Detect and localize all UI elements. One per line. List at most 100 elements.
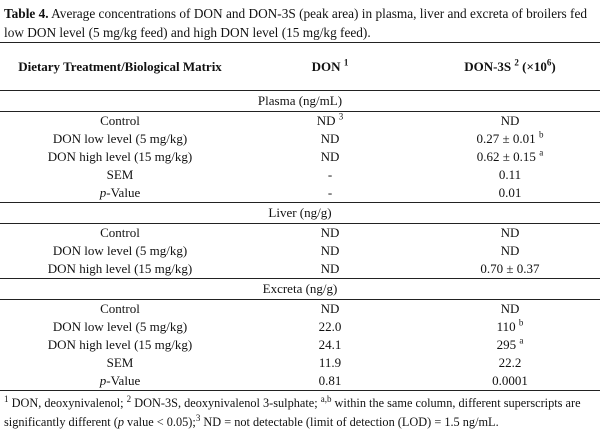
data-row: SEM 11.9 22.2 (0, 354, 600, 372)
data-row: Control ND ND (0, 224, 600, 243)
text: DON low level (5 mg/kg) (52, 243, 188, 258)
text: value < 0.05); (123, 415, 196, 429)
superscript: b (538, 129, 544, 140)
text: (×10 (518, 59, 547, 74)
caption-text: Average concentrations of DON and DON-3S… (4, 6, 588, 40)
section-row: Plasma (ng/mL) (0, 90, 600, 112)
header-cell: DON 1 (240, 42, 420, 91)
cell: 22.0 (240, 318, 420, 336)
superscript: 2 (126, 393, 132, 404)
footnote: 1 DON, deoxynivalenol; 2 DON-3S, deoxyni… (0, 391, 600, 432)
superscript: b (518, 317, 524, 328)
text: 0.11 (498, 167, 522, 182)
text: 11.9 (318, 355, 342, 370)
superscript: 1 (343, 57, 349, 68)
cell: 110 b (420, 318, 600, 336)
text: ND (320, 131, 340, 146)
text: 110 (496, 319, 519, 334)
cell: 0.70 ± 0.37 (420, 260, 600, 279)
table: Dietary Treatment/Biological Matrix DON 1… (0, 42, 600, 391)
data-row: Control ND ND (0, 300, 600, 319)
data-row: SEM - 0.11 (0, 166, 600, 184)
text: SEM (106, 355, 134, 370)
italic: p (99, 373, 107, 388)
text: 22.0 (318, 319, 342, 334)
cell: DON low level (5 mg/kg) (0, 318, 240, 336)
text: DON-3S, deoxynivalenol 3-sulphate; (131, 396, 321, 410)
superscript: 2 (514, 57, 519, 68)
header-cell: DON-3S 2 (×106) (420, 42, 600, 91)
data-row: p-Value - 0.01 (0, 184, 600, 203)
text: 0.81 (318, 373, 342, 388)
data-row: DON low level (5 mg/kg) ND ND (0, 242, 600, 260)
text: 24.1 (318, 337, 342, 352)
cell: 0.01 (420, 184, 600, 203)
cell: 22.2 (420, 354, 600, 372)
section-title: Liver (ng/g) (0, 202, 600, 224)
superscript: a (539, 147, 544, 158)
cell: DON high level (15 mg/kg) (0, 260, 240, 279)
text: ND (500, 243, 520, 258)
text: ND (500, 113, 520, 128)
cell: ND (240, 300, 420, 319)
cell: Control (0, 112, 240, 131)
text: 0.0001 (492, 373, 528, 388)
text: 0.27 ± 0.01 (476, 131, 539, 146)
cell: DON high level (15 mg/kg) (0, 336, 240, 354)
cell: ND (420, 224, 600, 243)
cell: p-Value (0, 184, 240, 203)
text: ND (320, 243, 340, 258)
text: ND (500, 225, 520, 240)
cell: ND (420, 300, 600, 319)
text: ND (316, 113, 339, 128)
text: Control (100, 113, 140, 128)
superscript: 3 (338, 111, 344, 122)
text: - (327, 167, 333, 182)
cell: Control (0, 300, 240, 319)
text: ND (320, 261, 340, 276)
cell: 0.81 (240, 372, 420, 391)
text: DON low level (5 mg/kg) (52, 131, 188, 146)
header-row: Dietary Treatment/Biological Matrix DON 1… (0, 42, 600, 91)
cell: DON low level (5 mg/kg) (0, 242, 240, 260)
cell: ND (240, 130, 420, 148)
cell: DON low level (5 mg/kg) (0, 130, 240, 148)
text: Control (100, 301, 140, 316)
section-row: Excreta (ng/g) (0, 278, 600, 300)
text: ND (500, 301, 520, 316)
superscript: 3 (195, 412, 201, 423)
cell: 0.27 ± 0.01 b (420, 130, 600, 148)
cell: ND (240, 224, 420, 243)
text: -Value (106, 185, 141, 200)
text: DON low level (5 mg/kg) (52, 319, 188, 334)
cell: 24.1 (240, 336, 420, 354)
cell: ND (240, 242, 420, 260)
text: DON (311, 59, 344, 74)
cell: 0.11 (420, 166, 600, 184)
superscript: a (519, 335, 524, 346)
text: 0.01 (498, 185, 522, 200)
text: DON high level (15 mg/kg) (47, 261, 193, 276)
cell: - (240, 184, 420, 203)
caption-label: Table 4. (4, 6, 49, 21)
caption: Table 4. Average concentrations of DON a… (0, 0, 600, 40)
section-title: Excreta (ng/g) (0, 278, 600, 300)
text: 295 (496, 337, 520, 352)
text: ND (320, 301, 340, 316)
data-row: DON high level (15 mg/kg) 24.1 295 a (0, 336, 600, 354)
text: DON high level (15 mg/kg) (47, 337, 193, 352)
cell: ND 3 (240, 112, 420, 131)
cell: 0.0001 (420, 372, 600, 391)
text: 0.62 ± 0.15 (476, 149, 540, 164)
superscript: a,b (320, 393, 332, 404)
text: DON, deoxynivalenol; (8, 396, 127, 410)
cell: SEM (0, 166, 240, 184)
text: within the same column, different supers… (4, 396, 581, 429)
text: ) (551, 59, 556, 74)
cell: ND (240, 148, 420, 166)
superscript: 6 (546, 57, 552, 68)
superscript: 1 (4, 393, 9, 404)
cell: 0.62 ± 0.15 a (420, 148, 600, 166)
cell: SEM (0, 354, 240, 372)
